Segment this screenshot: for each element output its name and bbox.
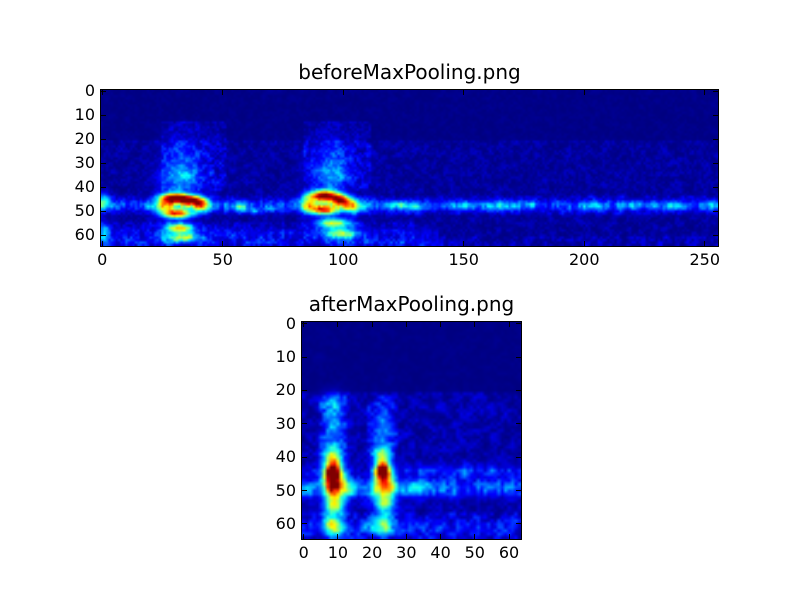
y-tick-label: 50 bbox=[275, 480, 296, 500]
y-tick-mark bbox=[302, 389, 307, 391]
y-tick-mark bbox=[302, 356, 307, 358]
y-tick-mark bbox=[516, 356, 521, 358]
x-tick-mark bbox=[342, 241, 344, 246]
y-tick-mark bbox=[101, 162, 106, 164]
x-tick-label: 50 bbox=[464, 543, 485, 562]
x-tick-label: 100 bbox=[327, 250, 359, 269]
x-tick-mark bbox=[101, 90, 103, 95]
x-tick-mark bbox=[474, 534, 476, 539]
x-tick-mark bbox=[405, 534, 407, 539]
x-tick-mark bbox=[440, 322, 442, 327]
y-tick-mark bbox=[101, 234, 106, 236]
x-tick-label: 150 bbox=[448, 250, 479, 269]
y-tick-label: 40 bbox=[74, 177, 95, 197]
y-tick-mark bbox=[516, 490, 521, 492]
y-tick-mark bbox=[713, 138, 718, 140]
y-tick-mark bbox=[101, 210, 106, 212]
x-tick-mark bbox=[583, 90, 585, 95]
heatmap-image-before bbox=[101, 90, 718, 246]
y-tick-mark bbox=[516, 389, 521, 391]
y-tick-mark bbox=[713, 114, 718, 116]
x-tick-label: 50 bbox=[212, 250, 233, 269]
y-tick-mark bbox=[516, 523, 521, 525]
y-tick-mark bbox=[713, 186, 718, 188]
y-tick-mark bbox=[713, 162, 718, 164]
x-tick-label: 0 bbox=[97, 250, 108, 269]
y-tick-label: 10 bbox=[74, 105, 95, 125]
plot-title-before: beforeMaxPooling.png bbox=[298, 60, 521, 84]
x-tick-label: 40 bbox=[430, 543, 451, 562]
y-tick-mark bbox=[302, 523, 307, 525]
x-tick-mark bbox=[222, 241, 224, 246]
y-tick-label: 10 bbox=[275, 347, 296, 367]
x-tick-label: 200 bbox=[568, 250, 600, 269]
y-tick-mark bbox=[713, 210, 718, 212]
y-tick-mark bbox=[302, 490, 307, 492]
y-tick-mark bbox=[302, 323, 307, 325]
y-tick-label: 20 bbox=[275, 380, 296, 400]
x-tick-label: 10 bbox=[327, 543, 349, 562]
y-tick-mark bbox=[101, 114, 106, 116]
x-tick-mark bbox=[508, 534, 510, 539]
x-tick-mark bbox=[704, 241, 706, 246]
y-tick-label: 0 bbox=[84, 81, 95, 101]
y-tick-mark bbox=[516, 423, 521, 425]
x-tick-mark bbox=[303, 322, 305, 327]
x-tick-mark bbox=[303, 534, 305, 539]
y-tick-mark bbox=[516, 323, 521, 325]
y-tick-label: 30 bbox=[275, 413, 296, 433]
x-tick-mark bbox=[440, 534, 442, 539]
y-tick-label: 50 bbox=[74, 201, 95, 221]
y-tick-label: 40 bbox=[275, 447, 296, 467]
x-tick-mark bbox=[222, 90, 224, 95]
x-tick-mark bbox=[704, 90, 706, 95]
y-tick-mark bbox=[713, 234, 718, 236]
x-tick-label: 30 bbox=[396, 543, 417, 562]
x-tick-mark bbox=[508, 322, 510, 327]
y-tick-label: 60 bbox=[74, 225, 95, 245]
x-tick-mark bbox=[474, 322, 476, 327]
y-tick-mark bbox=[101, 90, 106, 92]
x-tick-mark bbox=[405, 322, 407, 327]
y-tick-mark bbox=[302, 423, 307, 425]
x-tick-mark bbox=[371, 322, 373, 327]
x-tick-mark bbox=[371, 534, 373, 539]
y-tick-label: 0 bbox=[285, 313, 296, 333]
x-tick-mark bbox=[463, 241, 465, 246]
y-tick-label: 60 bbox=[275, 513, 296, 533]
y-tick-mark bbox=[101, 138, 106, 140]
x-tick-label: 60 bbox=[498, 543, 520, 562]
y-tick-mark bbox=[101, 186, 106, 188]
y-tick-mark bbox=[302, 456, 307, 458]
y-tick-mark bbox=[713, 90, 718, 92]
x-tick-label: 250 bbox=[689, 250, 720, 269]
x-tick-mark bbox=[463, 90, 465, 95]
subplot-before-max-pooling: beforeMaxPooling.png 0 50 100 150 200 250 0 10 2… bbox=[75, 60, 720, 269]
y-tick-label: 30 bbox=[74, 153, 95, 173]
x-tick-mark bbox=[337, 322, 339, 327]
x-tick-mark bbox=[583, 241, 585, 246]
y-tick-label: 20 bbox=[74, 129, 95, 149]
y-tick-mark bbox=[516, 456, 521, 458]
x-tick-mark bbox=[337, 534, 339, 539]
x-tick-label: 0 bbox=[298, 543, 309, 562]
x-tick-mark bbox=[342, 90, 344, 95]
x-tick-mark bbox=[101, 241, 103, 246]
subplot-after-max-pooling: afterMaxPooling.png 0 10 20 30 40 50 60 0 10 20 30… bbox=[276, 292, 522, 562]
plot-title-after: afterMaxPooling.png bbox=[308, 292, 515, 316]
heatmap-image-after bbox=[302, 322, 521, 539]
x-tick-label: 20 bbox=[361, 543, 383, 562]
